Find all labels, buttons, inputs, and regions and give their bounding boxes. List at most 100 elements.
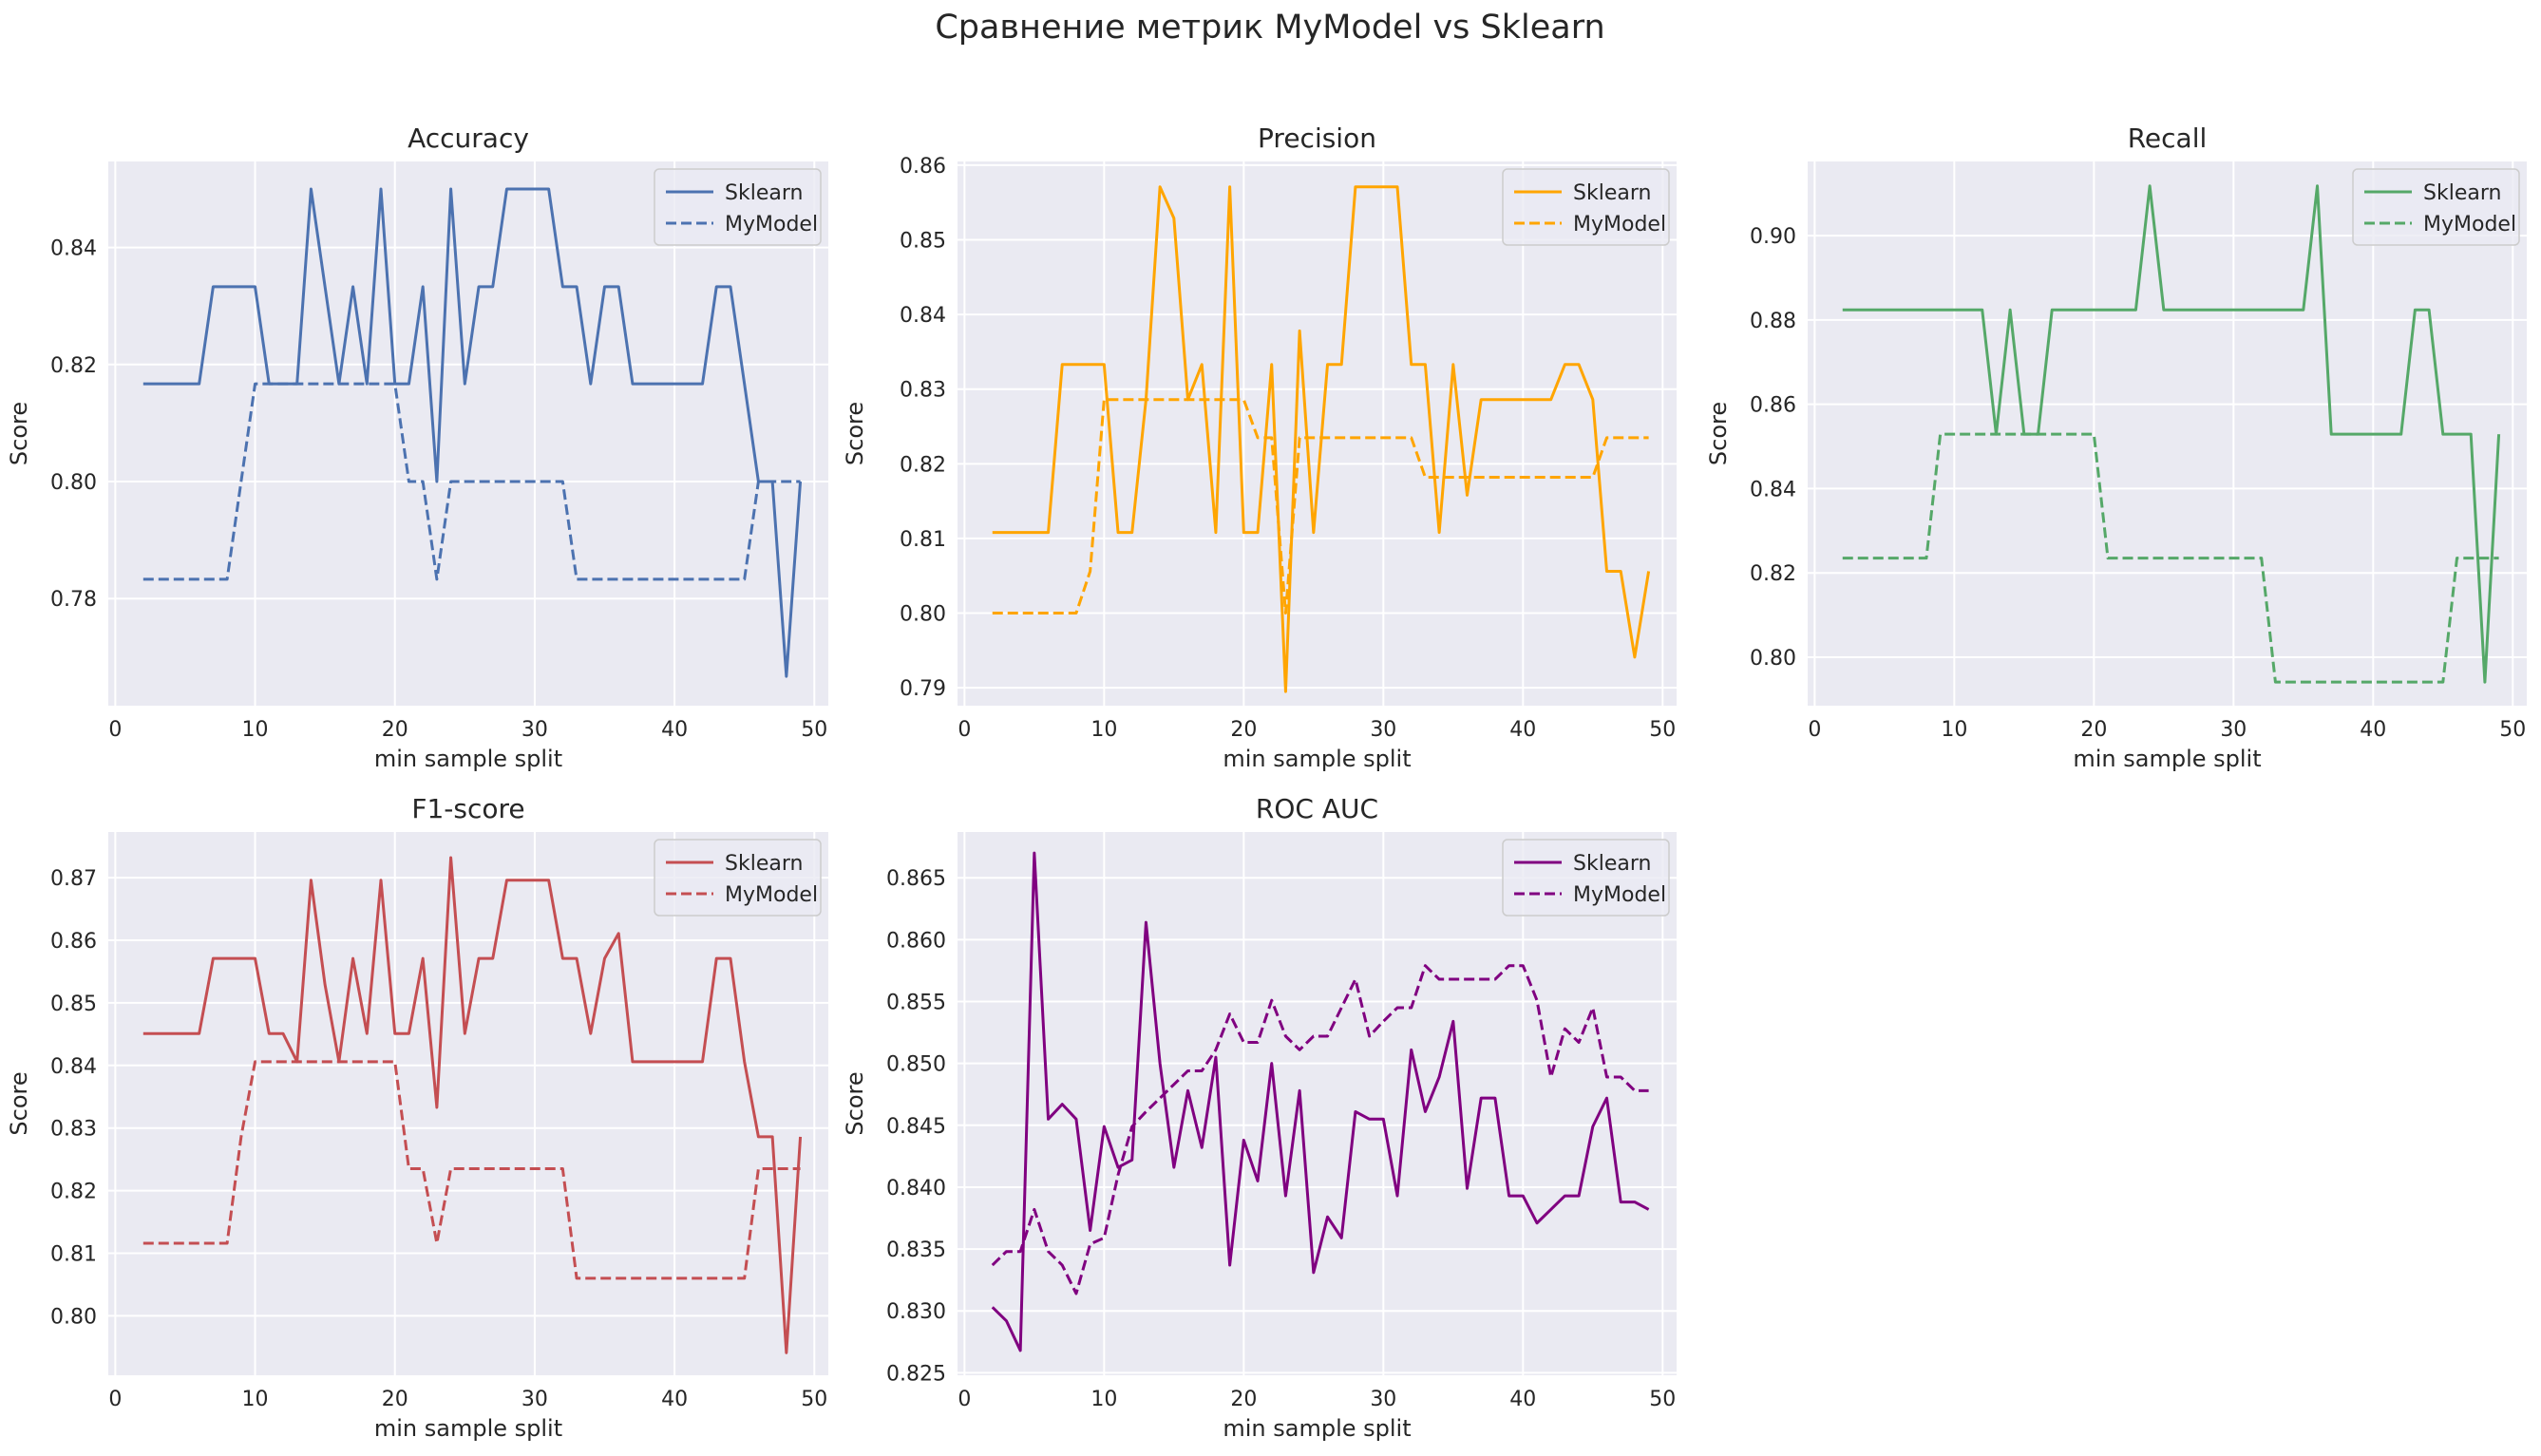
- x-tick-label: 30: [1370, 1388, 1396, 1411]
- y-tick-label: 0.88: [1750, 310, 1796, 333]
- y-tick-label: 0.80: [50, 1305, 97, 1329]
- subplot-f1-score: 0 10 20 30 40 50 0.80 0.81 0.82 0.83 0.84 0.85 0.86 0…: [6, 793, 828, 1442]
- x-tick-label: 40: [1509, 1388, 1536, 1411]
- series-line-mymodel: [991, 964, 1649, 1295]
- x-axis-label: min sample split: [1223, 1415, 1411, 1442]
- y-tick-label: 0.80: [1750, 647, 1796, 671]
- legend-label-mymodel: MyModel: [1573, 213, 1666, 236]
- subplot-accuracy: 0 10 20 30 40 50 0.78 0.80 0.82 0.84 Accuracy min s…: [6, 123, 828, 772]
- y-tick-label: 0.82: [50, 1181, 97, 1204]
- x-tick-label: 20: [2080, 718, 2107, 742]
- y-tick-label: 0.86: [50, 930, 97, 954]
- legend-box: [1502, 168, 1670, 246]
- y-axis-label: Score: [842, 402, 868, 465]
- x-tick-label: 50: [1649, 1388, 1676, 1411]
- y-tick-label: 0.85: [50, 993, 97, 1016]
- x-tick-label: 30: [1370, 718, 1396, 742]
- y-tick-label: 0.78: [50, 588, 97, 612]
- x-tick-label: 0: [958, 718, 971, 742]
- x-tick-label: 0: [108, 718, 122, 742]
- y-tick-label: 0.825: [886, 1362, 946, 1386]
- y-tick-label: 0.81: [50, 1242, 97, 1266]
- x-tick-label: 40: [661, 718, 688, 742]
- y-tick-label: 0.84: [50, 237, 97, 261]
- x-tick-label: 20: [382, 718, 408, 742]
- x-tick-label: 30: [2220, 718, 2247, 742]
- legend-label-mymodel: MyModel: [1573, 883, 1666, 907]
- y-tick-label: 0.82: [1750, 562, 1796, 586]
- series-line-sklearn: [992, 185, 1651, 693]
- series-line-mymodel: [992, 398, 1649, 615]
- series-line-mymodel: [142, 1060, 801, 1280]
- x-axis-label: min sample split: [1223, 746, 1411, 772]
- legend-label-sklearn: Sklearn: [1573, 181, 1651, 205]
- subplot-title: Recall: [2128, 123, 2208, 154]
- x-tick-label: 50: [2499, 718, 2526, 742]
- y-tick-label: 0.845: [886, 1115, 946, 1139]
- subplot-roc-auc: 0 10 20 30 40 50 0.825 0.830 0.835 0.840 0.845 0.85…: [842, 793, 1677, 1442]
- y-tick-label: 0.86: [900, 155, 946, 179]
- legend-box: [654, 839, 822, 917]
- subplot-recall: 0 10 20 30 40 50 0.80 0.82 0.84 0.86 0.88 0.90 Recal…: [1705, 123, 2527, 772]
- y-tick-label: 0.90: [1750, 225, 1796, 249]
- axes-background: [108, 832, 828, 1375]
- series-line-sklearn: [142, 187, 803, 678]
- axes-background: [958, 161, 1677, 706]
- y-axis-label: Score: [842, 1071, 868, 1135]
- legend-label-mymodel: MyModel: [725, 213, 818, 236]
- x-axis-label: min sample split: [374, 1415, 562, 1442]
- x-tick-label: 50: [801, 1388, 827, 1411]
- series-line-mymodel: [1842, 432, 2499, 684]
- legend-label-sklearn: Sklearn: [725, 852, 803, 876]
- x-tick-label: 10: [1090, 718, 1117, 742]
- axes-background: [108, 161, 828, 706]
- y-tick-label: 0.84: [50, 1055, 97, 1079]
- x-tick-label: 10: [1090, 1388, 1117, 1411]
- y-axis-label: Score: [6, 402, 32, 465]
- y-tick-label: 0.86: [1750, 394, 1796, 418]
- x-tick-label: 30: [521, 1388, 548, 1411]
- y-tick-label: 0.82: [50, 354, 97, 378]
- legend-label-sklearn: Sklearn: [725, 181, 803, 205]
- legend-box: [2352, 168, 2520, 246]
- y-tick-label: 0.85: [900, 230, 946, 254]
- y-axis-label: Score: [6, 1071, 32, 1135]
- series-line-mymodel: [142, 382, 801, 581]
- y-tick-label: 0.855: [886, 992, 946, 1015]
- subplot-title: Precision: [1258, 123, 1376, 154]
- subplot-title: F1-score: [411, 793, 524, 824]
- x-tick-label: 50: [801, 718, 827, 742]
- legend-label-mymodel: MyModel: [725, 883, 818, 907]
- legend-label-sklearn: Sklearn: [1573, 852, 1651, 876]
- x-tick-label: 40: [2360, 718, 2386, 742]
- y-tick-label: 0.835: [886, 1239, 946, 1262]
- x-axis-label: min sample split: [374, 746, 562, 772]
- subplots: 0 10 20 30 40 50 0.78 0.80 0.82 0.84 Accuracy min s…: [6, 123, 2527, 1442]
- axes-background: [1808, 161, 2527, 706]
- legend-box: [1502, 839, 1670, 917]
- y-tick-label: 0.81: [900, 528, 946, 552]
- y-tick-label: 0.84: [1750, 478, 1796, 501]
- y-tick-label: 0.82: [900, 453, 946, 477]
- legend-box: [654, 168, 822, 246]
- x-tick-label: 30: [521, 718, 548, 742]
- x-tick-label: 20: [382, 1388, 408, 1411]
- x-tick-label: 10: [242, 718, 269, 742]
- y-tick-label: 0.840: [886, 1177, 946, 1201]
- y-tick-label: 0.80: [50, 471, 97, 495]
- series-line-sklearn: [991, 851, 1650, 1352]
- series-line-sklearn: [1842, 184, 2501, 684]
- x-tick-label: 20: [1230, 718, 1257, 742]
- legend-label-sklearn: Sklearn: [2423, 181, 2501, 205]
- y-tick-label: 0.865: [886, 867, 946, 891]
- x-tick-label: 0: [958, 1388, 971, 1411]
- x-tick-label: 0: [108, 1388, 122, 1411]
- y-tick-label: 0.79: [900, 677, 946, 701]
- figure-suptitle: Сравнение метрик MyModel vs Sklearn: [935, 9, 1604, 47]
- legend-label-mymodel: MyModel: [2423, 213, 2516, 236]
- y-tick-label: 0.830: [886, 1300, 946, 1324]
- x-tick-label: 20: [1230, 1388, 1257, 1411]
- y-tick-label: 0.860: [886, 929, 946, 953]
- series-line-sklearn: [142, 856, 803, 1354]
